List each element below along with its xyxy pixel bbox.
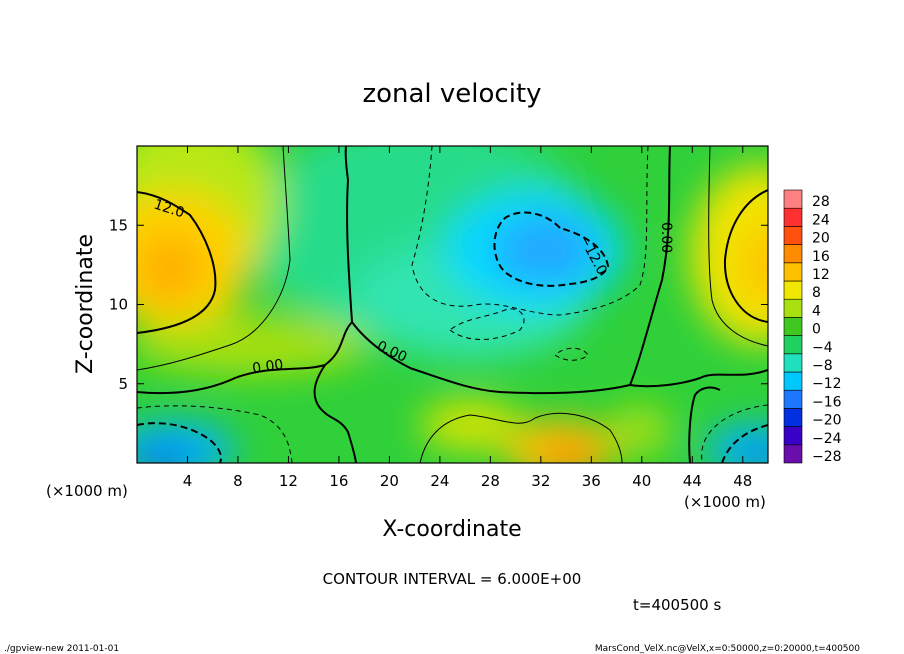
colorbar-label: 12 [812, 267, 830, 283]
colorbar-swatch [783, 280, 803, 300]
contour-neg6-a [411, 146, 649, 316]
time-label: t=400500 s [633, 596, 721, 614]
contour-zero-right [629, 369, 768, 388]
colorbar-swatch [783, 371, 803, 391]
contour-zero-main [137, 146, 354, 395]
contour-neg6-c [701, 404, 768, 463]
x-tick-label: 48 [733, 472, 752, 490]
colorbar-labels: 28 24 20 16 12 8 4 0 −4 −8 −12 −16 −20 −24 −28 [812, 194, 842, 465]
contour-pos6-left [137, 146, 291, 371]
x-unit-left: (×1000 m) [46, 482, 128, 500]
y-axis-label: Z-coordinate [73, 234, 98, 374]
y-tick-label: 15 [109, 216, 128, 234]
y-tick-label: 5 [118, 375, 128, 393]
colorbar-label: 8 [812, 285, 821, 301]
colorbar-label: 0 [812, 322, 821, 338]
x-tick-label: 12 [279, 472, 298, 490]
colorbar-swatch [783, 189, 803, 209]
x-axis: 4 8 12 16 20 24 28 32 36 40 44 48 [183, 146, 752, 490]
contour-interval: CONTOUR INTERVAL = 6.000E+00 [323, 570, 582, 588]
y-tick-label: 10 [109, 296, 128, 314]
colorbar-label: 16 [812, 249, 830, 265]
footer-right: MarsCond_VelX.nc@VelX,x=0:50000,z=0:2000… [595, 644, 860, 654]
colorbar-label: 28 [812, 194, 830, 210]
x-tick-label: 24 [430, 472, 449, 490]
contour-lines [137, 146, 768, 463]
colorbar [783, 189, 803, 464]
field-blobs [137, 146, 768, 463]
x-tick-label: 20 [380, 472, 399, 490]
colorbar-label: −24 [812, 431, 842, 447]
contour-neg6-b [137, 405, 293, 463]
y-axis: 5 10 15 [109, 216, 768, 393]
colorbar-swatch [783, 207, 803, 227]
contour-neg6-d [449, 308, 525, 340]
colorbar-swatch [783, 389, 803, 409]
contour-12-left [137, 191, 217, 334]
contour-label: 0.00 [658, 222, 674, 253]
colorbar-swatch [783, 262, 803, 282]
x-axis-label: X-coordinate [382, 517, 521, 542]
x-tick-label: 4 [183, 472, 193, 490]
contour-neg12-center [493, 211, 610, 287]
colorbar-swatch [783, 226, 803, 245]
x-tick-label: 28 [481, 472, 500, 490]
contour-pos6-bottom [419, 412, 623, 463]
colorbar-swatch [783, 298, 803, 318]
x-tick-label: 36 [582, 472, 601, 490]
contour-neg12-bottomright [721, 424, 768, 463]
x-unit-right: (×1000 m) [684, 493, 766, 511]
colorbar-swatch [783, 408, 803, 427]
colorbar-label: −8 [812, 358, 833, 374]
colorbar-label: −12 [812, 376, 842, 392]
colorbar-label: −16 [812, 394, 842, 410]
colorbar-label: −4 [812, 340, 833, 356]
contour-12-right [723, 189, 768, 323]
colorbar-swatch [783, 426, 803, 446]
colorbar-swatch [783, 444, 803, 464]
chart-title: zonal velocity [362, 79, 541, 109]
contour-zero-wiggle [313, 364, 357, 463]
colorbar-label: 24 [812, 212, 830, 228]
colorbar-swatch [783, 353, 803, 373]
plot-area [137, 146, 768, 463]
footer-left: ./gpview-new 2011-01-01 [4, 644, 119, 654]
contour-label: 0.00 [251, 357, 284, 377]
colorbar-label: 20 [812, 231, 830, 247]
colorbar-label: 4 [812, 303, 821, 319]
x-tick-label: 32 [531, 472, 550, 490]
contour-zero-bottom [688, 386, 721, 463]
colorbar-label: −20 [812, 413, 842, 429]
contour-zero-mid [351, 146, 671, 395]
colorbar-swatch [783, 335, 803, 355]
colorbar-swatch [783, 317, 803, 336]
colorbar-swatch [783, 244, 803, 264]
x-tick-label: 16 [329, 472, 348, 490]
contour-pos6-right [708, 146, 768, 347]
colorbar-label: −28 [812, 449, 842, 465]
contour-neg6-e [554, 347, 589, 361]
x-tick-label: 40 [632, 472, 651, 490]
x-tick-label: 8 [233, 472, 243, 490]
x-tick-label: 44 [683, 472, 702, 490]
